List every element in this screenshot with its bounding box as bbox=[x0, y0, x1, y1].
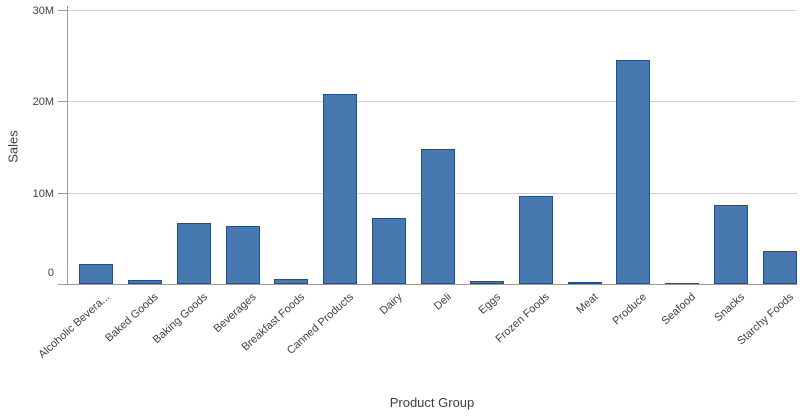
category-label-meat: Meat bbox=[574, 291, 601, 317]
y-tick-label: 20M bbox=[32, 96, 54, 108]
y-tick-label: 0 bbox=[47, 267, 54, 279]
category-label-alcoholic-bevera: Alcoholic Bevera... bbox=[36, 291, 113, 361]
category-label-produce: Produce bbox=[610, 291, 650, 328]
category-label-deli: Deli bbox=[431, 291, 455, 313]
y-tick-mark-20M bbox=[58, 101, 67, 102]
bar-deli[interactable] bbox=[421, 149, 455, 284]
bar-dairy[interactable] bbox=[372, 218, 406, 284]
gridline-30M bbox=[67, 10, 797, 11]
y-tick-mark-30M bbox=[58, 10, 67, 11]
bar-breakfast-foods[interactable] bbox=[274, 279, 308, 284]
gridline-20M bbox=[67, 101, 797, 102]
bar-starchy-foods[interactable] bbox=[763, 251, 797, 284]
category-label-dairy: Dairy bbox=[378, 291, 406, 318]
bar-beverages[interactable] bbox=[226, 226, 260, 284]
y-tick-label: 10M bbox=[32, 188, 54, 200]
bar-canned-products[interactable] bbox=[323, 94, 357, 284]
category-label-eggs: Eggs bbox=[476, 291, 503, 317]
bar-alcoholic-bevera[interactable] bbox=[79, 264, 113, 284]
category-label-snacks: Snacks bbox=[712, 291, 748, 325]
category-label-seafood: Seafood bbox=[659, 291, 699, 328]
bar-meat[interactable] bbox=[568, 282, 602, 284]
bar-produce[interactable] bbox=[616, 60, 650, 284]
y-tick-mark-0 bbox=[58, 284, 67, 285]
bar-baking-goods[interactable] bbox=[177, 223, 211, 284]
x-axis-line bbox=[67, 284, 797, 285]
y-tick-mark-10M bbox=[58, 193, 67, 194]
y-axis-line bbox=[67, 6, 68, 284]
x-axis-title: Product Group bbox=[389, 395, 475, 410]
bar-frozen-foods[interactable] bbox=[519, 196, 553, 284]
bar-eggs[interactable] bbox=[470, 281, 504, 284]
bar-baked-goods[interactable] bbox=[128, 280, 162, 284]
category-label-beverages: Beverages bbox=[211, 291, 259, 336]
bar-seafood[interactable] bbox=[665, 283, 699, 284]
bar-snacks[interactable] bbox=[714, 205, 748, 284]
y-tick-label: 30M bbox=[32, 5, 54, 17]
